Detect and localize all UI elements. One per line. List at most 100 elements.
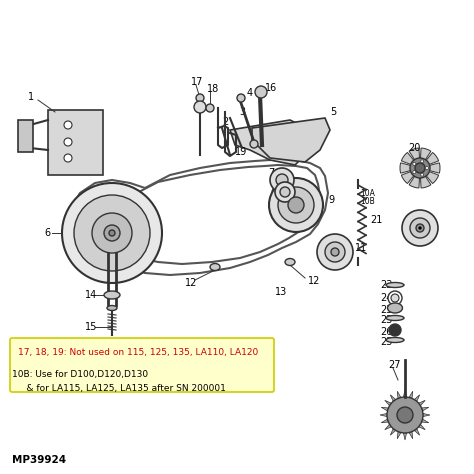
Polygon shape (423, 413, 430, 417)
Polygon shape (381, 419, 388, 423)
Bar (48, 110, 103, 175)
Polygon shape (421, 419, 429, 423)
Circle shape (426, 166, 428, 170)
Wedge shape (409, 168, 420, 188)
Circle shape (415, 163, 425, 173)
Text: 6: 6 (44, 228, 50, 238)
Polygon shape (421, 407, 429, 411)
Circle shape (62, 183, 162, 283)
Wedge shape (420, 168, 431, 188)
Text: 7: 7 (268, 168, 274, 178)
Circle shape (317, 234, 353, 270)
Circle shape (397, 407, 413, 423)
Circle shape (237, 94, 245, 102)
Polygon shape (419, 424, 425, 430)
Polygon shape (230, 120, 310, 165)
Circle shape (413, 163, 416, 165)
Wedge shape (420, 153, 438, 168)
Circle shape (196, 94, 204, 102)
Circle shape (410, 218, 430, 238)
Wedge shape (400, 163, 420, 173)
Text: 12: 12 (308, 276, 320, 286)
Circle shape (64, 154, 72, 162)
Circle shape (275, 182, 295, 202)
Circle shape (331, 248, 339, 256)
Polygon shape (381, 407, 388, 411)
Polygon shape (409, 391, 413, 399)
Circle shape (250, 140, 258, 148)
Polygon shape (385, 424, 392, 430)
Circle shape (387, 397, 423, 433)
Polygon shape (403, 433, 407, 440)
Polygon shape (397, 431, 401, 439)
Text: & for LA115, LA125, LA135 after SN 200001: & for LA115, LA125, LA135 after SN 20000… (12, 383, 226, 392)
Text: 17, 18, 19: Not used on 115, 125, 135, LA110, LA120: 17, 18, 19: Not used on 115, 125, 135, L… (18, 347, 258, 356)
Bar (18, 120, 33, 152)
Text: 13: 13 (275, 287, 287, 297)
Ellipse shape (285, 258, 295, 265)
Text: 23: 23 (380, 337, 392, 347)
Text: 3: 3 (239, 107, 245, 117)
Ellipse shape (386, 316, 404, 320)
Ellipse shape (388, 303, 402, 313)
Text: 24: 24 (380, 293, 392, 303)
Text: 9: 9 (328, 195, 334, 205)
Text: 4: 4 (247, 88, 253, 98)
Circle shape (389, 324, 401, 336)
Text: 10B: Use for D100,D120,D130: 10B: Use for D100,D120,D130 (12, 371, 148, 380)
Circle shape (325, 242, 345, 262)
Circle shape (276, 174, 288, 186)
Text: 1: 1 (28, 92, 34, 102)
Circle shape (64, 138, 72, 146)
Text: 11: 11 (355, 243, 367, 253)
Polygon shape (419, 401, 425, 406)
Polygon shape (390, 395, 396, 401)
Circle shape (391, 294, 399, 302)
Text: 17: 17 (191, 77, 203, 87)
Circle shape (194, 101, 206, 113)
Text: 16: 16 (265, 83, 277, 93)
Circle shape (410, 158, 430, 178)
Circle shape (388, 291, 402, 305)
Wedge shape (420, 148, 431, 168)
Wedge shape (420, 168, 438, 183)
Text: 8: 8 (270, 185, 276, 195)
Text: 23: 23 (380, 280, 392, 290)
Text: MP39924: MP39924 (12, 455, 66, 465)
Circle shape (109, 230, 115, 236)
Text: 12: 12 (185, 278, 197, 288)
Text: 20: 20 (408, 143, 420, 153)
Circle shape (402, 210, 438, 246)
Circle shape (206, 104, 214, 112)
Circle shape (74, 195, 150, 271)
Circle shape (92, 213, 132, 253)
Text: 10A: 10A (360, 189, 375, 198)
Ellipse shape (386, 337, 404, 343)
Wedge shape (409, 148, 420, 168)
Text: 25: 25 (380, 305, 392, 315)
Wedge shape (420, 163, 440, 173)
Ellipse shape (104, 291, 120, 299)
Text: 18: 18 (207, 84, 219, 94)
Polygon shape (414, 395, 419, 401)
Circle shape (270, 168, 294, 192)
Circle shape (255, 86, 267, 98)
FancyBboxPatch shape (10, 338, 274, 392)
Circle shape (413, 171, 416, 173)
Ellipse shape (210, 264, 220, 271)
Circle shape (420, 173, 424, 176)
Text: 27: 27 (388, 360, 401, 370)
Polygon shape (252, 118, 330, 162)
Wedge shape (401, 153, 420, 168)
Circle shape (280, 187, 290, 197)
Text: 22: 22 (407, 223, 419, 233)
Polygon shape (397, 391, 401, 399)
Wedge shape (401, 168, 420, 183)
Text: 19: 19 (235, 147, 247, 157)
Polygon shape (385, 401, 392, 406)
Text: 14: 14 (85, 290, 97, 300)
Circle shape (64, 121, 72, 129)
Circle shape (420, 160, 424, 163)
Text: 10B: 10B (360, 197, 375, 206)
Polygon shape (390, 428, 396, 435)
